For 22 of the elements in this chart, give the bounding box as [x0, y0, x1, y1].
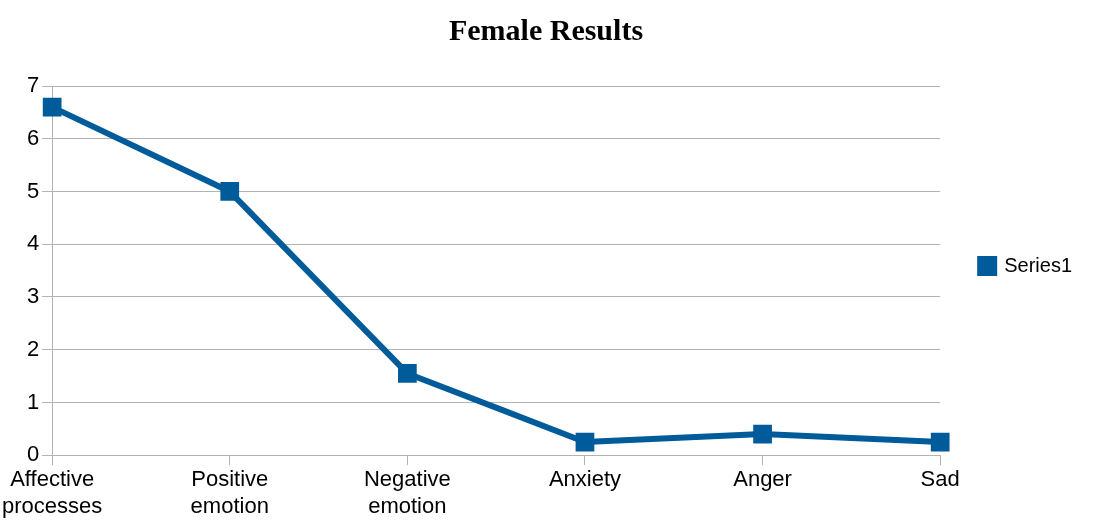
y-tick-label: 4 — [26, 230, 40, 256]
x-tick-label: Sad — [920, 466, 960, 492]
point — [930, 432, 950, 452]
legend-label: Series1 — [1004, 253, 1072, 276]
y-tick-label: 2 — [26, 335, 40, 361]
y-tick-label: 0 — [26, 441, 40, 467]
x-tick-label: Positive emotion — [190, 466, 269, 518]
x-tick-label: Anxiety — [548, 466, 622, 492]
point — [220, 182, 240, 201]
y-tick-label: 3 — [26, 283, 40, 309]
x-tick-label: Affective processes — [1, 466, 103, 518]
y-tick-label: 5 — [26, 177, 40, 203]
point — [42, 97, 62, 117]
y-tick-label: 6 — [26, 124, 40, 150]
y-tick-label: 1 — [26, 388, 40, 414]
x-tick-label: Negative emotion — [363, 466, 451, 518]
point — [753, 424, 772, 444]
x-tick-label: Anger — [733, 466, 792, 492]
chart-title: Female Results — [448, 12, 644, 46]
y-tick-label: 7 — [26, 72, 40, 98]
point — [397, 364, 417, 383]
point — [575, 432, 595, 452]
